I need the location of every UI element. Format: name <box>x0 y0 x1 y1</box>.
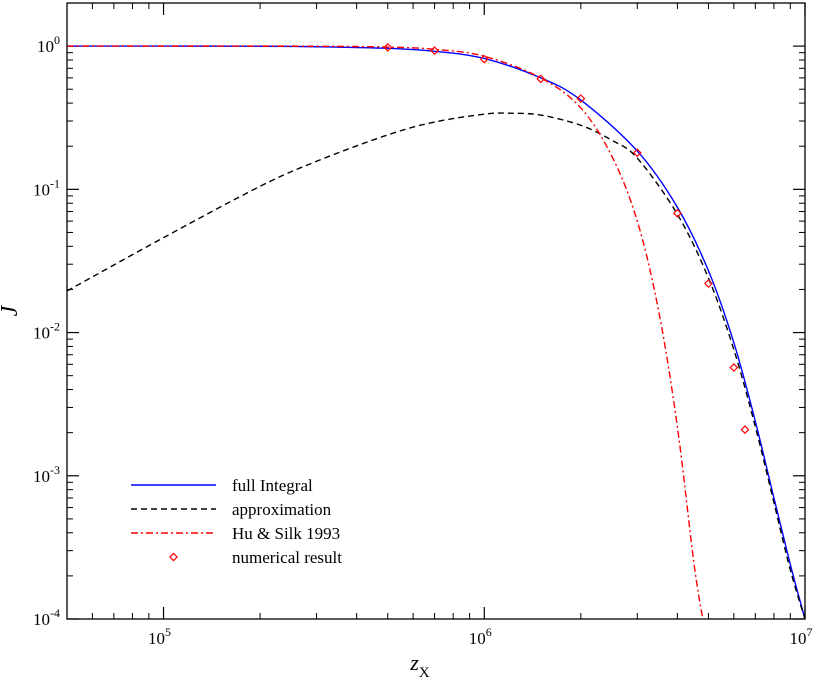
x-tick-base: 10 <box>148 629 165 648</box>
x-tick-exp: 7 <box>807 625 813 639</box>
series-layer <box>67 42 805 619</box>
data-point-numerical-result <box>430 46 440 56</box>
y-tick-base: 10 <box>33 180 50 199</box>
y-tick-label: 10-2 <box>33 320 60 343</box>
legend-label-approximation: approximation <box>232 500 332 519</box>
minor-ticks <box>67 3 805 619</box>
y-tick-label: 100 <box>37 33 60 56</box>
x-tick-label: 105 <box>148 625 171 648</box>
x-tick-exp: 6 <box>486 625 492 639</box>
y-tick-label: 10-4 <box>33 606 60 629</box>
y-tick-base: 10 <box>33 467 50 486</box>
x-axis-title: zX <box>409 650 430 680</box>
data-point-numerical-result <box>632 148 642 158</box>
legend-label-full-integral: full Integral <box>232 476 313 495</box>
x-axis-title-main: z <box>409 650 419 675</box>
x-tick-base: 10 <box>469 629 486 648</box>
x-tick-base: 10 <box>790 629 807 648</box>
y-tick-exp: -2 <box>50 320 60 334</box>
plot-frame <box>66 2 806 620</box>
x-tick-exp: 5 <box>165 625 171 639</box>
data-point-numerical-result <box>576 94 586 104</box>
legend: full Integral approximation Hu & Silk 1993… <box>131 476 342 567</box>
data-point-numerical-result <box>383 42 393 52</box>
data-point-numerical-result <box>672 208 682 218</box>
legend-label-numerical-result: numerical result <box>232 548 342 567</box>
data-point-numerical-result <box>740 425 750 435</box>
legend-marker-numerical-result <box>169 552 178 562</box>
series-line-hu-silk-1993 <box>67 45 704 619</box>
x-tick-label: 107 <box>790 625 813 648</box>
x-axis-title-sub: X <box>419 665 430 680</box>
y-tick-exp: -4 <box>50 606 60 620</box>
y-tick-exp: 0 <box>54 33 60 47</box>
y-tick-exp: -3 <box>50 463 60 477</box>
data-point-numerical-result <box>479 54 489 64</box>
y-tick-base: 10 <box>37 37 54 56</box>
data-point-numerical-result <box>729 363 739 372</box>
y-tick-base: 10 <box>33 610 50 629</box>
x-tick-label: 106 <box>469 625 492 648</box>
y-tick-label: 10-1 <box>33 176 60 199</box>
y-tick-exp: -1 <box>50 176 60 190</box>
y-tick-base: 10 <box>33 324 50 343</box>
data-point-numerical-result <box>536 74 546 84</box>
data-point-numerical-result <box>704 279 713 288</box>
plot-area <box>67 3 805 619</box>
series-line-approximation <box>67 112 805 619</box>
y-axis-title: J <box>0 304 23 316</box>
y-tick-label: 10-3 <box>33 463 60 486</box>
x-tick-labels: 105 106 107 <box>148 625 812 648</box>
legend-label-hu-silk-1993: Hu & Silk 1993 <box>232 524 340 543</box>
